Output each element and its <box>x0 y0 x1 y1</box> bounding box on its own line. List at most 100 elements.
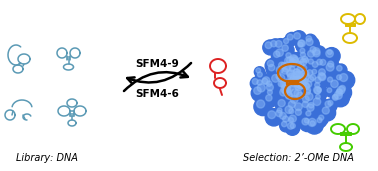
Circle shape <box>312 62 318 67</box>
Circle shape <box>298 57 304 63</box>
Circle shape <box>300 76 314 90</box>
Circle shape <box>290 95 298 103</box>
Circle shape <box>282 64 290 72</box>
Circle shape <box>274 51 280 57</box>
Circle shape <box>284 51 296 63</box>
Circle shape <box>326 49 336 59</box>
Circle shape <box>298 40 305 47</box>
Circle shape <box>287 70 295 78</box>
Circle shape <box>325 59 339 73</box>
Circle shape <box>282 84 287 89</box>
Circle shape <box>285 121 299 135</box>
Circle shape <box>287 123 294 129</box>
Circle shape <box>262 78 268 84</box>
Circle shape <box>283 116 289 122</box>
Circle shape <box>289 59 297 67</box>
Circle shape <box>297 82 304 89</box>
Circle shape <box>282 55 300 73</box>
Circle shape <box>336 89 343 96</box>
Circle shape <box>266 84 273 91</box>
Circle shape <box>285 57 293 65</box>
Circle shape <box>295 77 311 93</box>
Circle shape <box>287 52 305 70</box>
Circle shape <box>276 79 290 93</box>
Circle shape <box>324 61 341 79</box>
Circle shape <box>304 119 309 123</box>
Circle shape <box>335 64 347 76</box>
Circle shape <box>302 101 308 107</box>
Circle shape <box>277 108 282 113</box>
Circle shape <box>295 79 310 95</box>
Text: SFM4-6: SFM4-6 <box>135 89 179 99</box>
Circle shape <box>285 78 297 90</box>
Circle shape <box>271 41 277 47</box>
Circle shape <box>303 117 313 127</box>
Circle shape <box>294 33 301 39</box>
Circle shape <box>280 66 293 80</box>
Circle shape <box>300 54 313 67</box>
Circle shape <box>265 58 279 73</box>
Circle shape <box>288 93 305 111</box>
Circle shape <box>307 75 319 87</box>
Circle shape <box>297 81 302 86</box>
Circle shape <box>306 111 311 116</box>
Circle shape <box>280 87 293 100</box>
Circle shape <box>285 72 300 86</box>
Circle shape <box>308 59 313 64</box>
Circle shape <box>304 37 319 52</box>
Circle shape <box>277 111 292 126</box>
Circle shape <box>257 100 265 108</box>
Circle shape <box>290 123 295 128</box>
Circle shape <box>292 57 298 63</box>
Circle shape <box>296 56 308 68</box>
Circle shape <box>292 77 309 94</box>
Circle shape <box>335 84 352 101</box>
Circle shape <box>305 81 312 87</box>
Circle shape <box>294 78 305 88</box>
Circle shape <box>274 64 290 80</box>
Circle shape <box>294 75 307 88</box>
Text: SFM4-9: SFM4-9 <box>135 59 179 69</box>
Circle shape <box>282 88 288 94</box>
Circle shape <box>304 87 311 93</box>
Circle shape <box>295 82 300 87</box>
Circle shape <box>267 60 274 67</box>
Circle shape <box>293 71 300 79</box>
Circle shape <box>296 76 309 90</box>
Circle shape <box>295 79 302 87</box>
Circle shape <box>328 61 334 67</box>
Circle shape <box>339 74 348 82</box>
Circle shape <box>310 60 323 73</box>
Circle shape <box>313 98 321 106</box>
Circle shape <box>310 46 327 62</box>
Circle shape <box>310 68 321 78</box>
Circle shape <box>291 77 303 89</box>
Circle shape <box>255 82 273 100</box>
Circle shape <box>296 78 302 85</box>
Circle shape <box>280 60 298 78</box>
Circle shape <box>279 62 285 68</box>
Circle shape <box>255 78 267 90</box>
Circle shape <box>313 81 324 92</box>
Circle shape <box>290 56 298 64</box>
Circle shape <box>265 109 282 126</box>
Circle shape <box>292 80 305 92</box>
Circle shape <box>308 50 314 57</box>
Circle shape <box>262 77 270 84</box>
Circle shape <box>304 83 310 89</box>
Circle shape <box>279 79 295 95</box>
Circle shape <box>294 76 308 90</box>
Circle shape <box>287 116 298 128</box>
Circle shape <box>304 110 315 121</box>
Circle shape <box>317 88 321 92</box>
Circle shape <box>265 79 277 91</box>
Circle shape <box>256 68 260 73</box>
Circle shape <box>251 85 268 101</box>
Circle shape <box>296 41 307 52</box>
Circle shape <box>293 76 299 82</box>
Circle shape <box>294 76 308 91</box>
Circle shape <box>302 70 309 77</box>
Circle shape <box>282 45 288 51</box>
Circle shape <box>293 69 301 76</box>
Circle shape <box>293 81 304 92</box>
